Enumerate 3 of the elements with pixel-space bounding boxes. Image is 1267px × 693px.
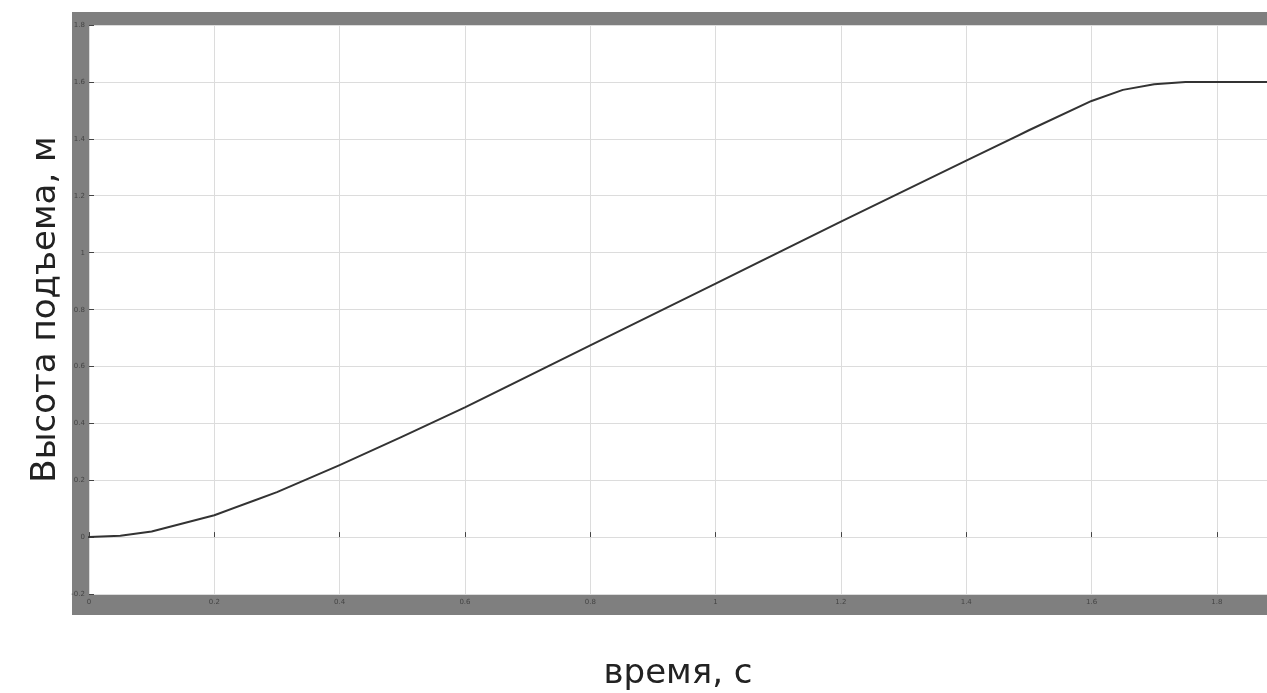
x-axis-title: время, с — [603, 651, 753, 691]
y-axis-title: Высота подъема, м — [23, 136, 64, 483]
line-series — [88, 80, 1267, 539]
